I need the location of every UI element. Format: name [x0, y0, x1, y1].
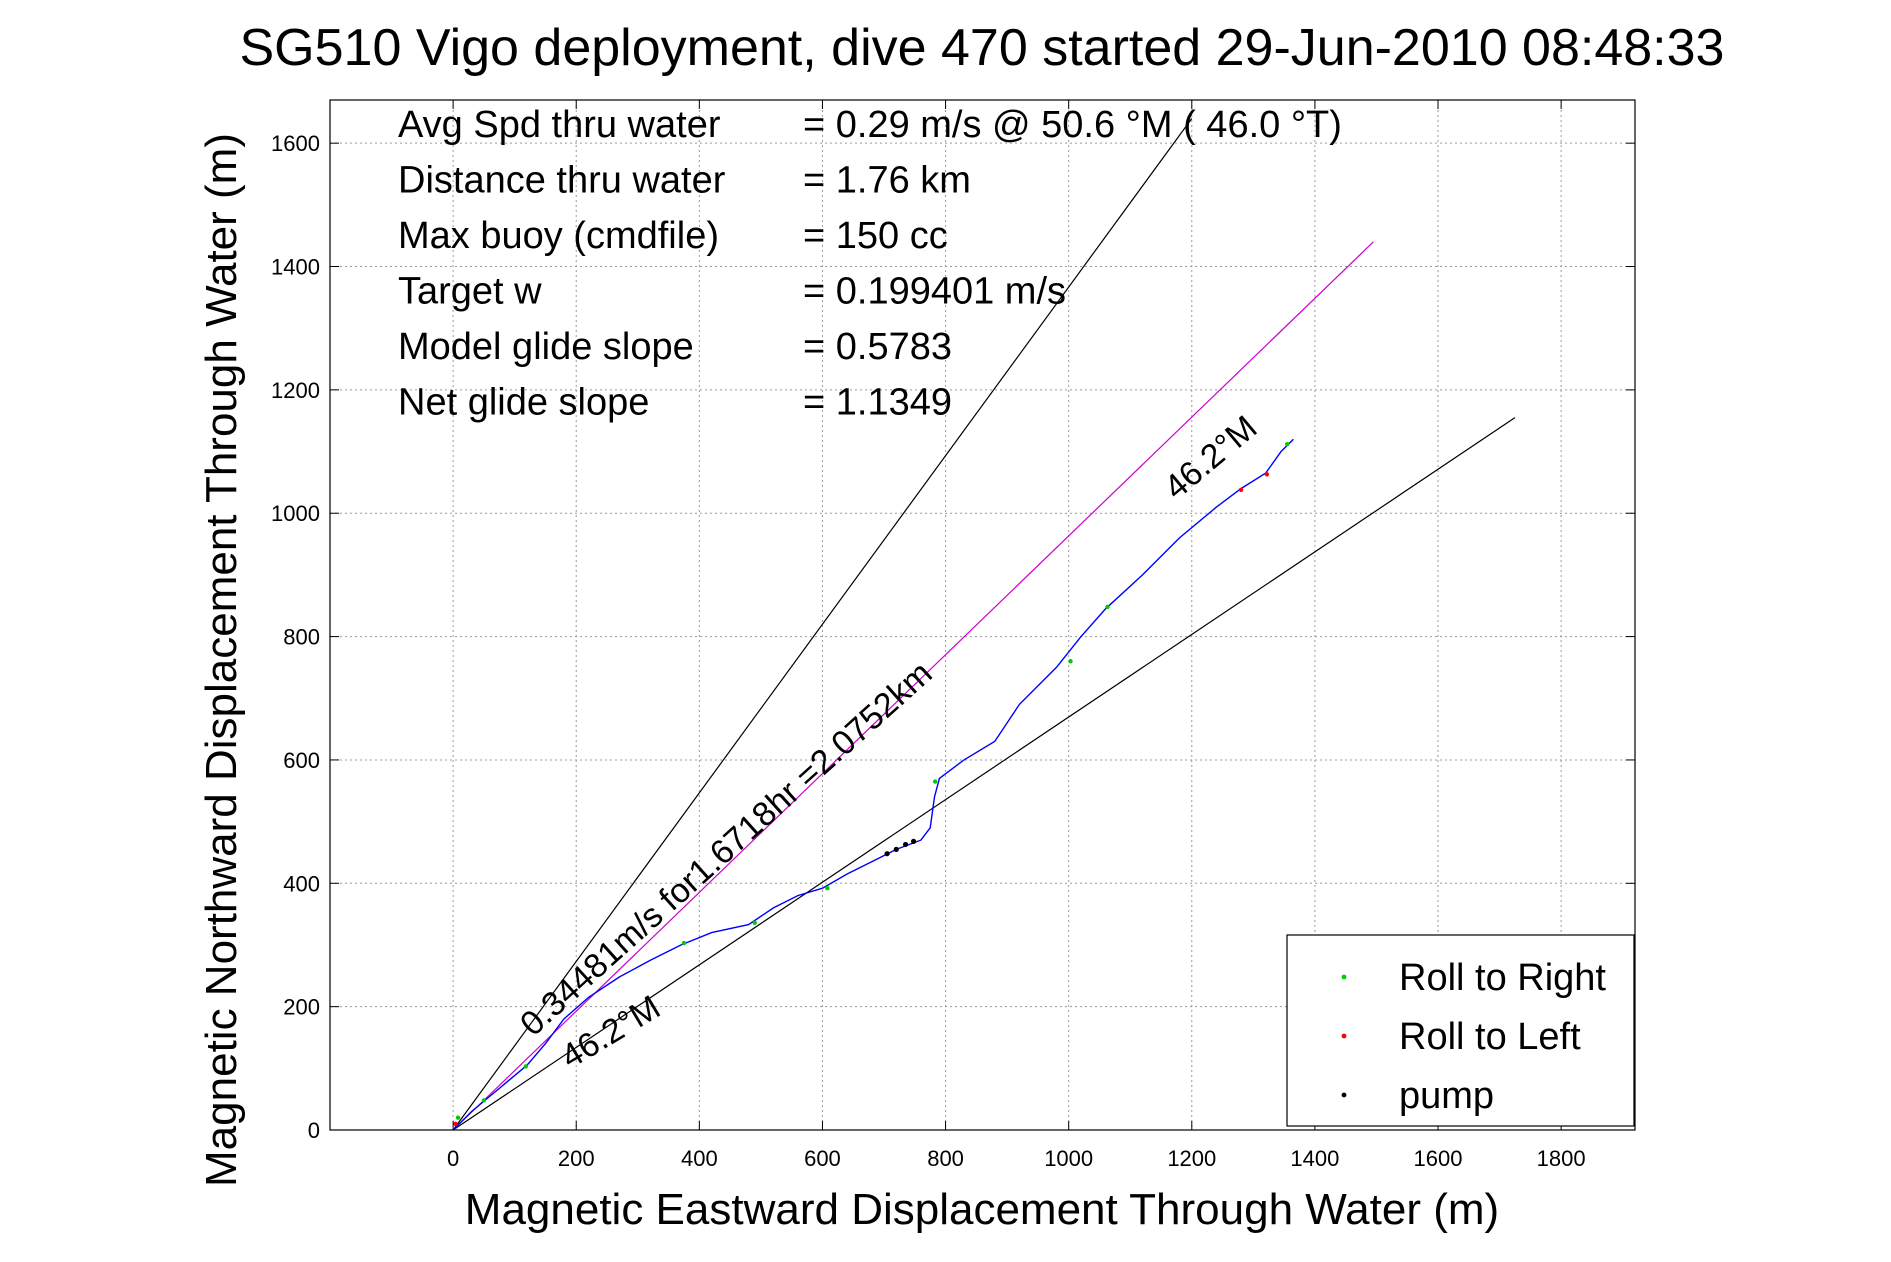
x-tick-label: 400: [681, 1146, 718, 1171]
marker-right: [932, 779, 938, 784]
marker-pump: [902, 841, 909, 848]
marker-right: [455, 1115, 461, 1120]
x-tick-label: 1600: [1414, 1146, 1463, 1171]
x-tick-label: 1800: [1537, 1146, 1586, 1171]
marker-left: [453, 1121, 458, 1127]
legend-label: pump: [1399, 1075, 1494, 1117]
info-label: Max buoy (cmdfile): [398, 215, 719, 257]
reference-line: [452, 417, 1516, 1131]
y-tick-label: 1600: [271, 131, 320, 156]
info-value: = 1.1349: [803, 382, 952, 424]
info-label: Distance thru water: [398, 160, 726, 202]
marker-pump: [910, 838, 917, 844]
marker-right: [1285, 441, 1290, 447]
x-tick-label: 1400: [1290, 1146, 1339, 1171]
info-label: Avg Spd thru water: [398, 104, 721, 146]
y-tick-label: 400: [283, 871, 320, 896]
info-label: Target w: [398, 271, 542, 313]
marker-left: [1238, 487, 1244, 492]
marker-left: [1264, 472, 1270, 477]
marker-right: [523, 1064, 528, 1069]
info-label: Model glide slope: [398, 326, 694, 368]
y-axis-title: Magnetic Northward Displacement Through …: [197, 133, 246, 1187]
marker-right: [825, 886, 830, 891]
legend-marker: [1341, 1092, 1347, 1098]
marker-pump: [884, 851, 890, 857]
marker-right: [1105, 604, 1110, 610]
marker-right: [481, 1098, 487, 1103]
info-value: = 150 cc: [803, 215, 948, 257]
info-value: = 0.29 m/s @ 50.6 °M ( 46.0 °T): [803, 104, 1342, 146]
chart-title: SG510 Vigo deployment, dive 470 started …: [240, 19, 1725, 77]
y-tick-label: 1400: [271, 255, 320, 280]
reference-line: [452, 118, 1193, 1131]
marker-right: [681, 940, 687, 946]
info-label: Net glide slope: [398, 382, 649, 424]
track-line: [452, 438, 1294, 1131]
marker-right: [752, 920, 757, 925]
legend-marker: [1341, 1033, 1347, 1039]
axis-ticks: 0 200 400 600 800 1000 1200 1400 1600 1800 0 200 400…: [271, 100, 1635, 1171]
track-layer: [452, 438, 1294, 1131]
x-tick-label: 0: [447, 1146, 459, 1171]
reference-lines: [452, 118, 1516, 1131]
marker-right: [1068, 659, 1073, 664]
marker-pump: [893, 846, 899, 852]
legend-label: Roll to Right: [1399, 957, 1606, 999]
y-tick-label: 1200: [271, 378, 320, 403]
reference-line: [452, 241, 1374, 1131]
x-tick-label: 200: [558, 1146, 595, 1171]
legend: Roll to Right Roll to Left pump: [1286, 934, 1635, 1127]
info-box: Avg Spd thru water = 0.29 m/s @ 50.6 °M (…: [398, 104, 1342, 424]
info-value: = 0.5783: [803, 326, 952, 368]
legend-marker: [1341, 974, 1347, 980]
x-tick-label: 1000: [1044, 1146, 1093, 1171]
info-value: = 1.76 km: [803, 160, 971, 202]
x-axis-title: Magnetic Eastward Displacement Through W…: [465, 1185, 1499, 1234]
x-tick-label: 1200: [1167, 1146, 1216, 1171]
y-tick-label: 200: [283, 995, 320, 1020]
legend-label: Roll to Left: [1399, 1016, 1581, 1058]
y-tick-label: 1000: [271, 501, 320, 526]
info-value: = 0.199401 m/s: [803, 271, 1066, 313]
y-tick-label: 0: [308, 1118, 320, 1143]
y-tick-label: 600: [283, 748, 320, 773]
y-tick-label: 800: [283, 625, 320, 650]
plot-frame: [329, 99, 1636, 1131]
grid: [330, 100, 1635, 1131]
x-tick-label: 800: [927, 1146, 964, 1171]
x-tick-label: 600: [804, 1146, 841, 1171]
markers: [453, 441, 1290, 1127]
